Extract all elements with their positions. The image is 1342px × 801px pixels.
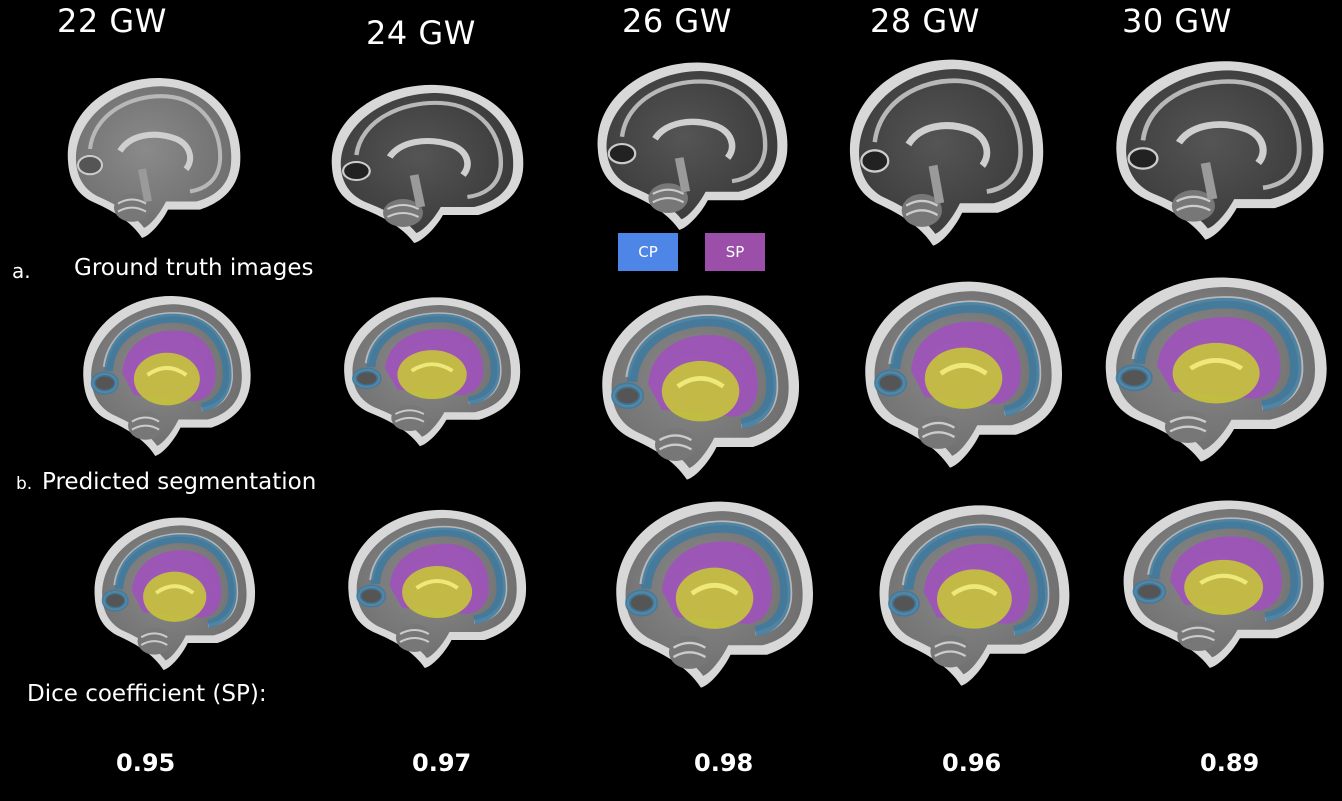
segmentation-predicted-28gw (860, 494, 1080, 688)
legend-sp-label: SP (725, 243, 745, 261)
dice-label: Dice coefficient (SP): (27, 681, 267, 707)
row-a-marker: a. (12, 259, 31, 283)
dice-value-30gw: 0.89 (1200, 749, 1260, 777)
mri-ground-truth-26gw (578, 52, 798, 232)
segmentation-ground-truth-26gw (582, 284, 810, 482)
legend-sp: SP (705, 233, 765, 271)
dice-value-22gw: 0.95 (116, 749, 176, 777)
segmentation-predicted-22gw (78, 508, 264, 672)
segmentation-ground-truth-24gw (326, 288, 530, 448)
dice-value-24gw: 0.97 (412, 749, 472, 777)
segmentation-ground-truth-28gw (845, 270, 1073, 470)
row-a-label: Ground truth images (74, 255, 314, 281)
age-label-28gw: 28 GW (870, 2, 980, 40)
age-label-30gw: 30 GW (1122, 2, 1232, 40)
segmentation-ground-truth-30gw (1083, 266, 1339, 464)
age-label-26gw: 26 GW (622, 2, 732, 40)
row-b-marker: b. (16, 474, 33, 494)
age-label-22gw: 22 GW (57, 2, 167, 40)
segmentation-predicted-30gw (1103, 490, 1335, 670)
segmentation-predicted-26gw (596, 490, 824, 690)
legend-cp: CP (618, 233, 678, 271)
mri-ground-truth-30gw (1095, 50, 1335, 242)
mri-ground-truth-22gw (50, 68, 250, 240)
segmentation-ground-truth-22gw (66, 286, 260, 458)
dice-value-28gw: 0.96 (942, 749, 1002, 777)
mri-ground-truth-28gw (830, 48, 1054, 248)
mri-ground-truth-24gw (312, 75, 534, 245)
dice-value-26gw: 0.98 (694, 749, 754, 777)
segmentation-predicted-24gw (330, 500, 536, 670)
legend-cp-label: CP (638, 243, 658, 261)
age-label-24gw: 24 GW (366, 14, 476, 52)
row-b-label: Predicted segmentation (42, 469, 317, 495)
